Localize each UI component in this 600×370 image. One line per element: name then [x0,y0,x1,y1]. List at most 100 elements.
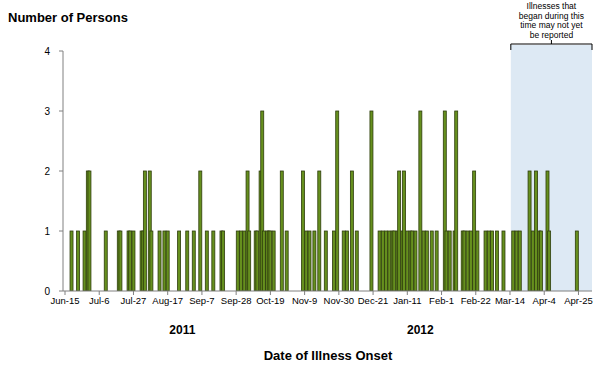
bar [388,231,391,291]
bar [305,231,308,291]
y-tick [59,231,63,232]
annotation-text: Illnesses that [527,1,577,11]
bar [425,231,428,291]
bar [414,231,417,291]
x-tick-label: Feb-1 [429,295,454,306]
bar [236,231,239,291]
bar [269,231,272,291]
bar [473,171,476,291]
bar [342,231,345,291]
bar [455,111,458,291]
y-tick [59,171,63,172]
bar [419,111,422,291]
bar [318,171,321,291]
bar [539,231,542,291]
x-tick-label: Mar-14 [495,295,525,306]
bar [129,231,132,291]
x-axis [63,291,592,292]
bar [355,231,358,291]
year-label: 2011 [169,323,195,337]
bar [548,231,551,291]
bar [411,231,414,291]
bar [393,231,396,291]
x-tick-label: Sep-28 [221,295,252,306]
y-tick-label: 1 [44,226,50,237]
bar [313,231,316,291]
bar [132,231,135,291]
bar [491,231,494,291]
x-tick-label: Feb-22 [461,295,491,306]
bar [575,231,578,291]
bar [240,231,243,291]
bar [502,231,505,291]
bar [262,231,265,291]
bar [285,231,288,291]
bar [158,231,161,291]
y-tick-label: 3 [44,106,50,117]
bar [463,231,466,291]
bar [77,231,80,291]
bar [350,171,353,291]
bar [435,231,438,291]
bar [495,231,498,291]
x-axis-title: Date of Illness Onset [264,348,393,363]
bar [469,231,472,291]
annotation-text: be reported [530,30,574,40]
x-tick-label: Apr-4 [533,295,556,306]
bar [222,231,225,291]
x-tick-label: Apr-25 [564,295,593,306]
x-tick-label: Nov-30 [324,295,355,306]
bars [70,111,578,291]
x-tick-label: Aug-17 [152,295,183,306]
bar [518,231,521,291]
x-tick-label: Jul-6 [89,295,110,306]
bar [119,231,122,291]
bar [205,231,208,291]
bar [445,231,448,291]
bar [385,231,388,291]
chart: Illnesses thatbegan during thistime may … [0,0,600,370]
bar [531,231,534,291]
bar [163,231,166,291]
annotation-text: began during this [519,11,584,21]
bar [406,231,409,291]
y-tick [59,291,63,292]
bracket [511,40,592,50]
y-tick-label: 2 [44,166,50,177]
x-tick-label: Nov-9 [292,295,317,306]
x-tick-label: Sep-7 [189,295,214,306]
y-tick [59,111,63,112]
bar [422,231,425,291]
x-tick-label: Dec-21 [358,295,389,306]
bar [466,231,469,291]
bar [199,171,202,291]
bar [88,171,91,291]
shaded-region [511,45,592,291]
bar [143,171,146,291]
bar [528,171,531,291]
bar [430,231,433,291]
bar [104,231,107,291]
bar [308,231,311,291]
bar [332,231,335,291]
annotation-text: time may not yet [520,20,583,30]
bar [178,231,181,291]
bar [192,231,195,291]
bar [166,231,169,291]
bar [324,231,327,291]
bar [272,231,275,291]
bar [398,171,401,291]
y-axis-title: Number of Persons [8,10,128,25]
bar [256,231,259,291]
y-tick-label: 4 [44,46,50,57]
bar [336,111,339,291]
x-tick-label: Oct-19 [256,295,285,306]
bar [70,231,73,291]
bar [378,231,381,291]
bar [512,231,515,291]
bar [515,231,518,291]
bar [248,231,251,291]
bar [186,231,189,291]
year-label: 2012 [407,323,434,337]
bar [381,231,384,291]
